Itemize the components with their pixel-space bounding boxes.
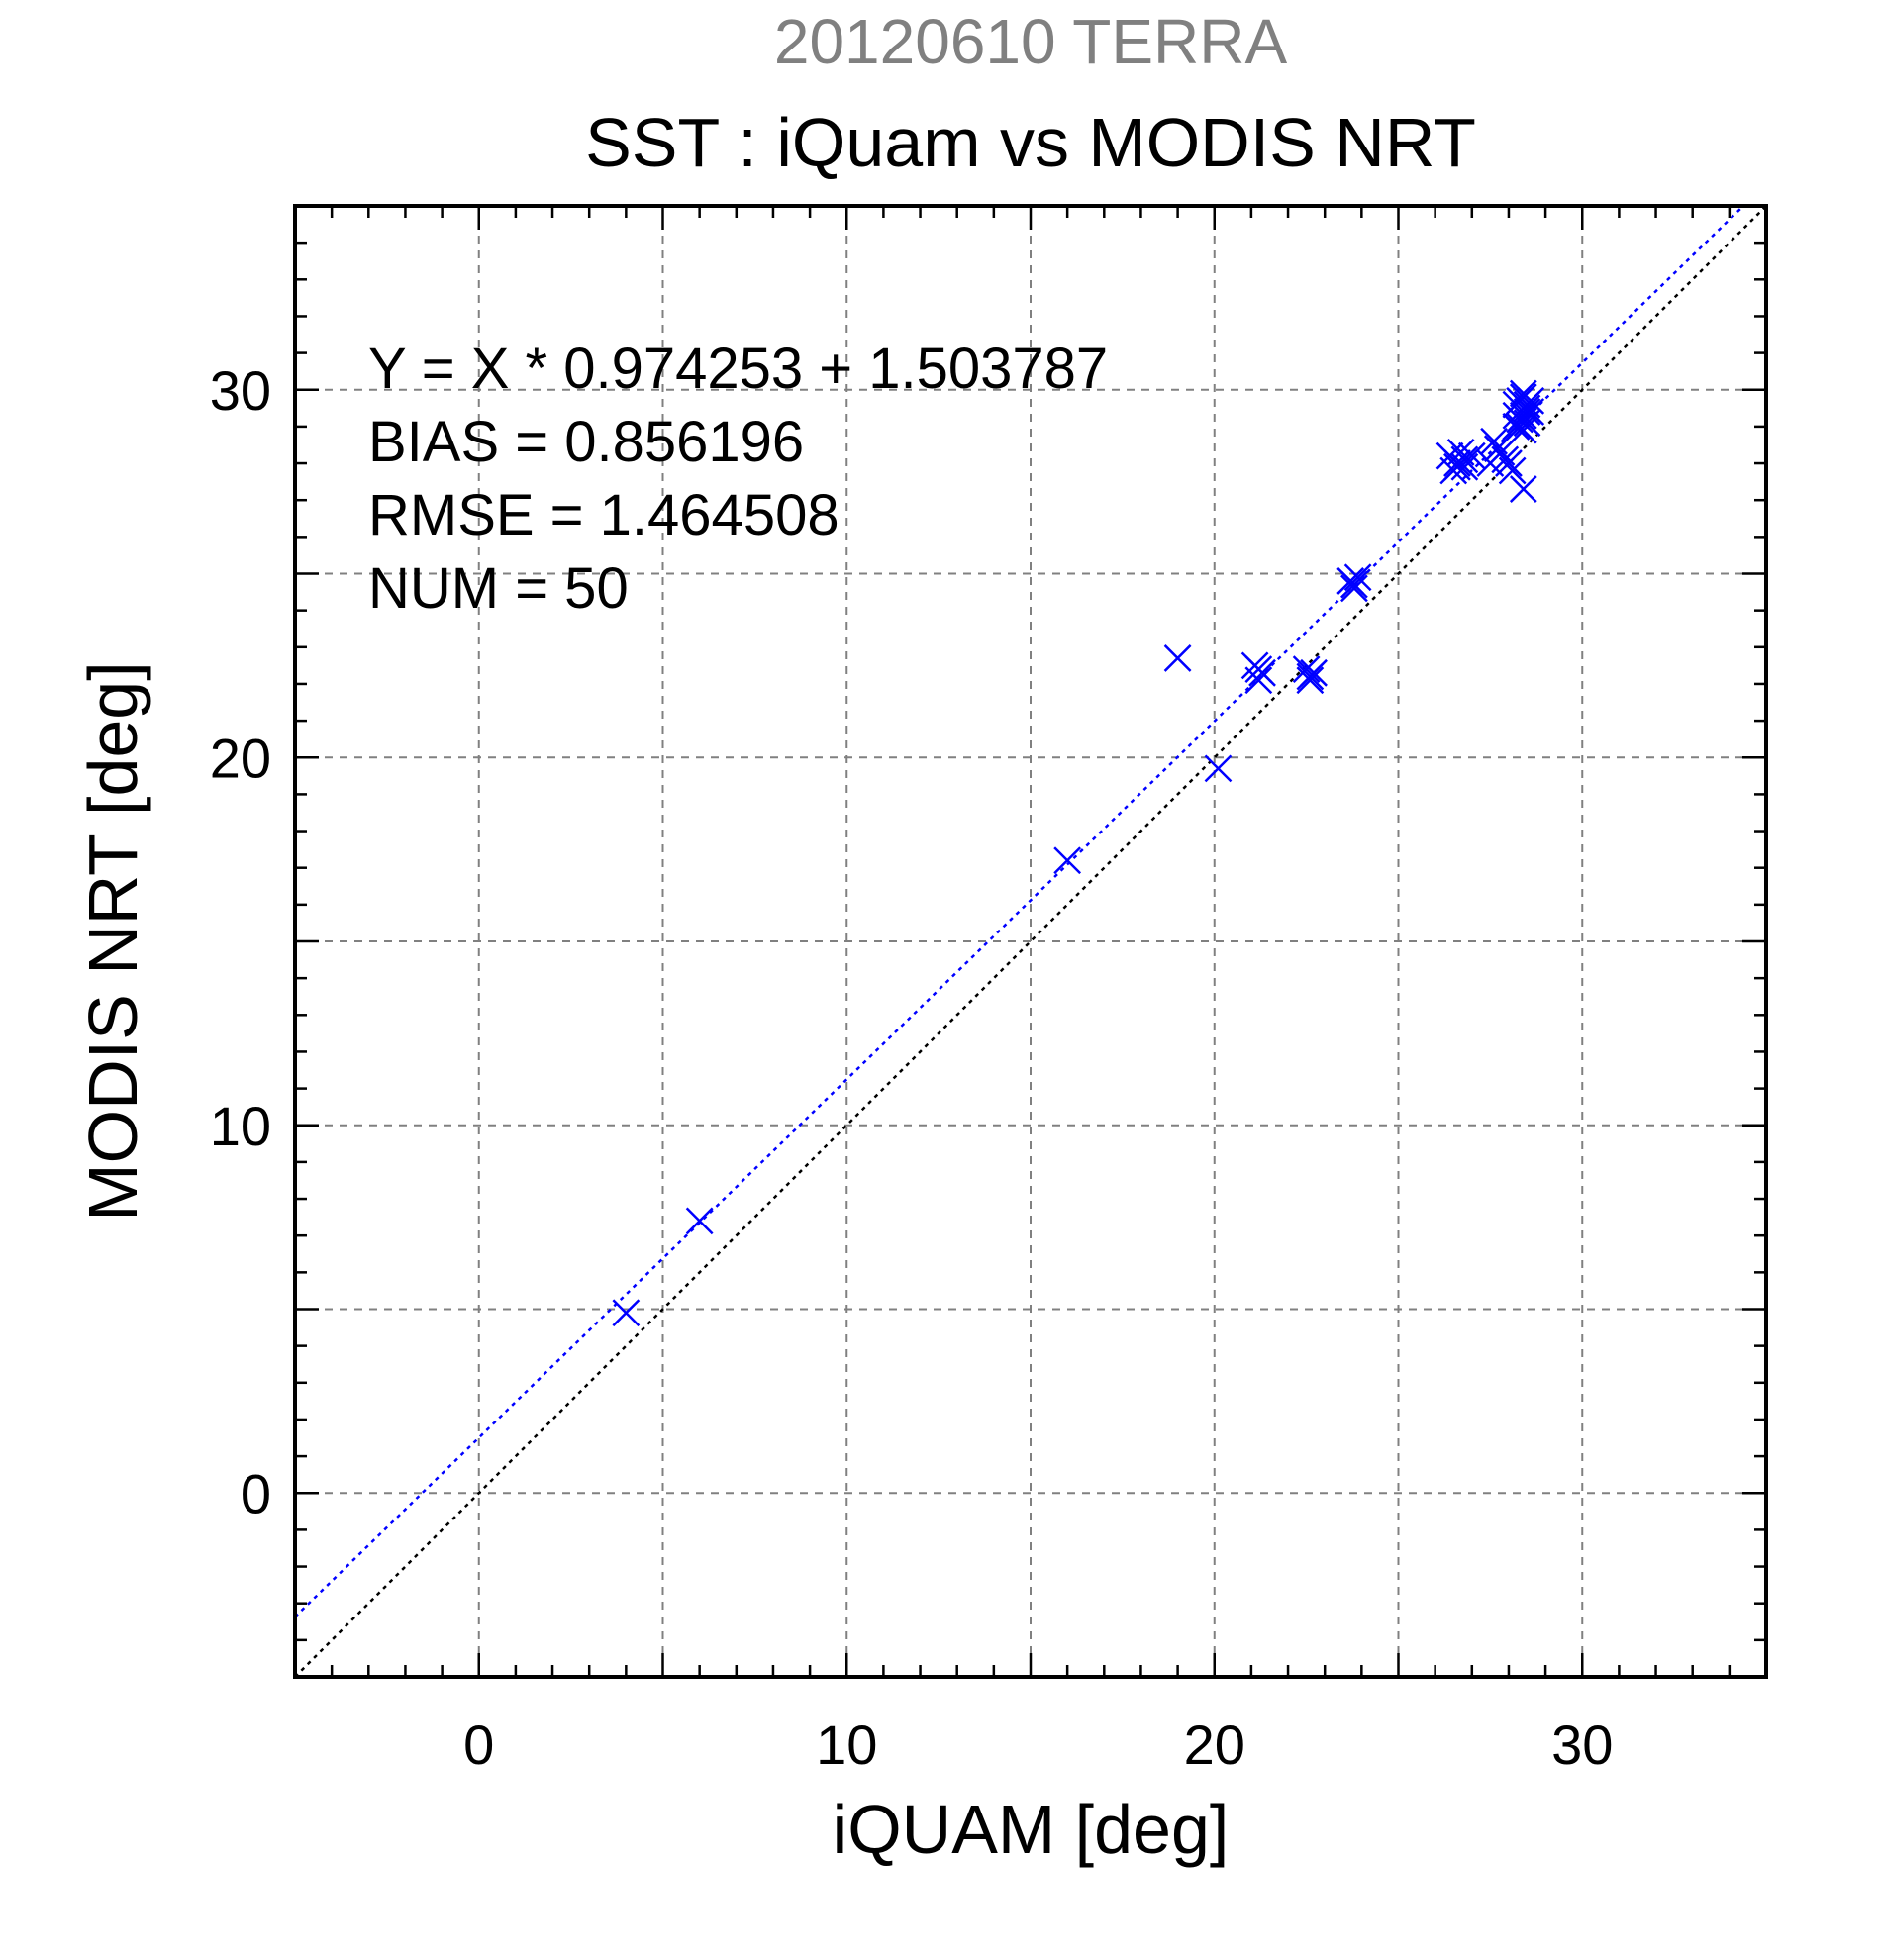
data-point <box>1495 449 1523 477</box>
data-point-stroke <box>1053 846 1082 875</box>
data-point <box>1502 413 1531 441</box>
y-axis-label: MODIS NRT [deg] <box>74 661 151 1221</box>
y-tick-label: 0 <box>241 1462 271 1524</box>
num-text: NUM = 50 <box>368 556 629 621</box>
x-tick-labels: 0 10 20 30 <box>463 1714 1613 1776</box>
data-point <box>1340 574 1368 603</box>
data-point-stroke <box>1509 416 1537 444</box>
data-point-stroke <box>1495 449 1523 477</box>
data-point-stroke <box>1296 662 1325 691</box>
data-point-stroke <box>685 1207 714 1235</box>
data-point <box>1457 441 1486 470</box>
chart-subtitle: 20120610 TERRA <box>774 6 1288 77</box>
x-axis-label: iQUAM [deg] <box>833 1791 1230 1868</box>
grid-lines <box>295 206 1766 1677</box>
data-point-stroke <box>1244 666 1273 695</box>
data-point <box>612 1299 641 1327</box>
data-point-stroke <box>1450 445 1479 474</box>
x-tick-label: 30 <box>1551 1714 1613 1776</box>
data-point <box>1483 435 1512 463</box>
data-point-stroke <box>1343 563 1372 592</box>
data-point-stroke <box>1506 387 1534 415</box>
data-point <box>1443 449 1471 477</box>
data-point-stroke <box>1480 427 1508 455</box>
data-point-stroke <box>1509 379 1537 408</box>
bias-text: BIAS = 0.856196 <box>368 410 804 474</box>
y-tick-label: 30 <box>210 359 271 422</box>
data-point-stroke <box>1296 666 1325 695</box>
data-point-stroke <box>1340 570 1368 599</box>
data-point <box>1163 644 1192 672</box>
chart-title: SST : iQuam vs MODIS NRT <box>585 104 1476 181</box>
data-point <box>1296 666 1325 695</box>
data-point <box>1343 563 1372 592</box>
y-tick-labels: 0 10 20 30 <box>210 359 271 1525</box>
data-point-stroke <box>1292 655 1321 683</box>
data-point <box>1509 416 1537 444</box>
data-point-stroke <box>1204 754 1233 783</box>
data-point-stroke <box>1509 475 1537 503</box>
data-point <box>1450 445 1479 474</box>
data-point <box>1244 655 1273 683</box>
data-points <box>612 379 1545 1327</box>
plot-frame <box>293 204 1768 1679</box>
data-point <box>1296 662 1325 691</box>
x-tick-label: 20 <box>1184 1714 1245 1776</box>
data-point-stroke <box>1244 655 1273 683</box>
data-point-stroke <box>1340 574 1368 603</box>
x-tick-label: 0 <box>463 1714 494 1776</box>
data-point-stroke <box>1513 409 1541 438</box>
data-point-stroke <box>1457 441 1486 470</box>
data-point-stroke <box>1513 398 1541 426</box>
data-point-stroke <box>1443 449 1471 477</box>
data-point <box>1509 475 1537 503</box>
data-point-stroke <box>1502 413 1531 441</box>
data-point <box>1204 754 1233 783</box>
data-point <box>1053 846 1082 875</box>
data-point <box>1513 398 1541 426</box>
data-point <box>1513 409 1541 438</box>
y-tick-label: 20 <box>210 727 271 789</box>
data-point-stroke <box>1163 644 1192 672</box>
y-tick-label: 10 <box>210 1095 271 1157</box>
data-point-stroke <box>1483 435 1512 463</box>
data-point <box>1509 379 1537 408</box>
rmse-text: RMSE = 1.464508 <box>368 483 840 547</box>
data-point <box>1244 666 1273 695</box>
stats-annotations: Y = X * 0.974253 + 1.503787 BIAS = 0.856… <box>368 337 1108 621</box>
data-point <box>1292 655 1321 683</box>
x-tick-label: 10 <box>816 1714 877 1776</box>
fit-equation-text: Y = X * 0.974253 + 1.503787 <box>368 337 1108 401</box>
data-point <box>685 1207 714 1235</box>
data-point-stroke <box>612 1299 641 1327</box>
data-point <box>1340 570 1368 599</box>
data-point-stroke <box>1498 456 1527 485</box>
data-point <box>1498 456 1527 485</box>
